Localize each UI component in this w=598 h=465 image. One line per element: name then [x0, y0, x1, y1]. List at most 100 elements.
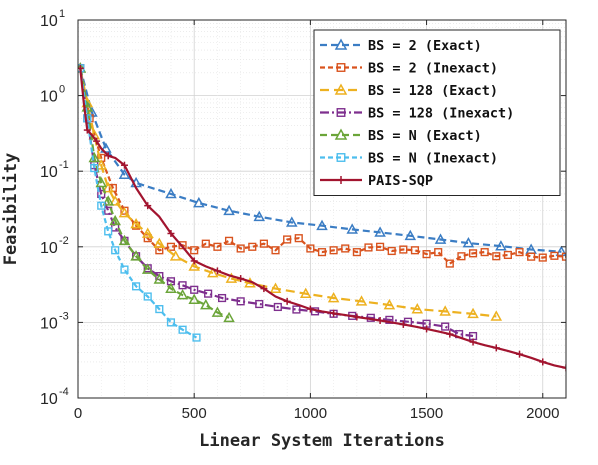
- data-point: [457, 252, 466, 261]
- plot-frame: [77, 19, 567, 399]
- data-point: [166, 318, 176, 327]
- data-point: [316, 219, 328, 231]
- series-line: [79, 68, 562, 253]
- data-point: [141, 227, 154, 238]
- y-tick-exponent: 1: [59, 8, 65, 20]
- legend-label: BS = 128 (Inexact): [368, 106, 514, 122]
- data-point: [193, 196, 205, 208]
- data-point: [336, 108, 346, 117]
- data-point: [269, 282, 282, 293]
- data-point: [169, 250, 182, 261]
- y-tick-exponent: 0: [59, 84, 65, 96]
- legend-label: BS = N (Exact): [368, 128, 482, 144]
- data-point: [78, 64, 84, 72]
- legend: BS = 2 (Exact) BS = 2 (Inexact) BS = 128 (…: [313, 29, 561, 196]
- data-point: [387, 246, 396, 256]
- data-point: [104, 152, 112, 160]
- data-point: [376, 316, 384, 324]
- legend-entry: BS = N (Inexact): [320, 151, 498, 167]
- y-tick-exponent: -4: [59, 386, 69, 398]
- data-point: [255, 299, 264, 309]
- data-point: [446, 330, 454, 338]
- data-point: [273, 302, 282, 312]
- data-point: [355, 295, 368, 306]
- data-point: [306, 244, 315, 253]
- data-point: [441, 322, 450, 331]
- data-point: [178, 241, 187, 250]
- data-point: [562, 364, 566, 372]
- data-point: [260, 285, 268, 293]
- legend-label: BS = N (Inexact): [368, 151, 498, 167]
- data-point: [132, 282, 141, 291]
- data-point: [411, 303, 424, 314]
- data-point: [90, 163, 99, 173]
- data-point: [253, 210, 266, 222]
- data-point: [538, 253, 547, 262]
- data-point: [341, 244, 350, 253]
- data-point: [188, 293, 200, 304]
- data-point: [192, 333, 201, 342]
- y-axis-label: Feasibility: [1, 153, 21, 266]
- data-point: [176, 289, 189, 300]
- data-point: [462, 237, 475, 248]
- data-point: [492, 344, 500, 352]
- data-point: [404, 229, 417, 241]
- data-point: [292, 305, 301, 314]
- data-point: [376, 242, 385, 251]
- data-point: [337, 176, 345, 184]
- legend-entry: BS = 2 (Inexact): [320, 61, 498, 77]
- x-tick-label: 2000: [526, 405, 559, 422]
- data-point: [153, 273, 166, 284]
- data-point: [410, 246, 420, 255]
- data-point: [346, 223, 358, 234]
- y-tick-exponent: -3: [59, 310, 69, 322]
- data-point: [237, 275, 245, 283]
- data-point: [317, 248, 327, 257]
- data-point: [490, 310, 503, 321]
- data-point: [294, 234, 303, 243]
- data-point: [330, 309, 338, 317]
- y-tick-exponent: -2: [59, 235, 69, 247]
- data-point: [141, 263, 154, 274]
- data-point: [336, 63, 346, 72]
- data-point: [93, 137, 101, 145]
- data-point: [259, 239, 268, 248]
- data-point: [480, 248, 489, 257]
- data-point: [155, 305, 164, 314]
- data-point: [334, 128, 348, 140]
- data-point: [224, 236, 234, 245]
- data-point: [468, 249, 478, 258]
- data-point: [111, 246, 120, 255]
- data-point: [492, 252, 501, 261]
- legend-label: PAIS-SQP: [368, 173, 433, 189]
- series-6: [78, 64, 566, 372]
- series-2: [78, 62, 503, 321]
- data-point: [102, 181, 114, 193]
- data-point: [109, 214, 121, 226]
- x-tick-label: 1000: [294, 405, 327, 422]
- data-point: [225, 272, 238, 283]
- data-point: [445, 259, 454, 268]
- data-point: [83, 126, 91, 134]
- data-point: [374, 226, 386, 237]
- data-point: [130, 250, 142, 261]
- y-tick-label: 10: [40, 315, 58, 332]
- data-point: [561, 252, 566, 261]
- data-point: [97, 201, 106, 210]
- data-point: [385, 315, 394, 324]
- data-point: [469, 338, 477, 346]
- y-tick-label: 10: [40, 13, 58, 30]
- series-line: [79, 68, 198, 339]
- data-point: [223, 204, 235, 216]
- data-point: [516, 350, 524, 358]
- data-point: [200, 298, 212, 310]
- data-point: [188, 260, 200, 271]
- data-point: [550, 251, 559, 260]
- data-point: [109, 195, 121, 206]
- data-point: [178, 325, 187, 334]
- data-point: [364, 243, 373, 252]
- data-point: [283, 235, 292, 244]
- data-point: [118, 206, 131, 218]
- data-point: [166, 242, 176, 251]
